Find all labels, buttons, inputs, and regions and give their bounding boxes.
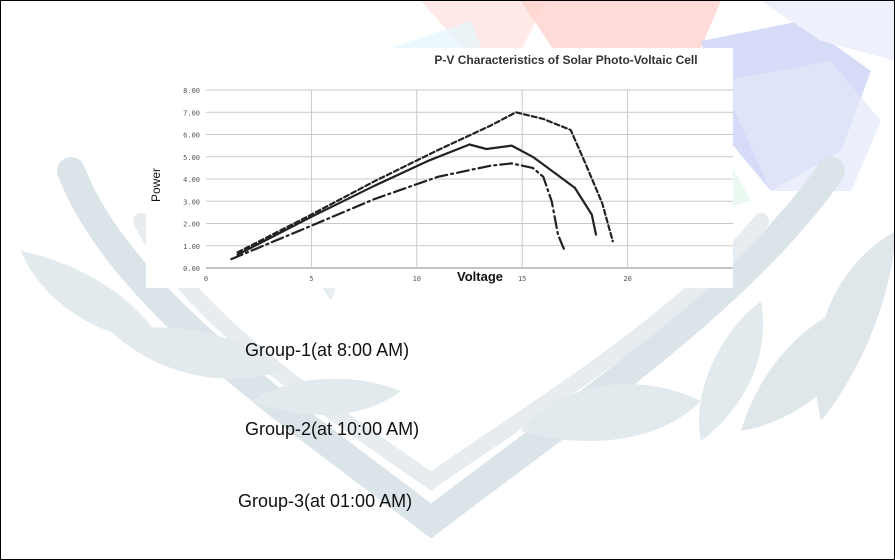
y-tick-label: 8.00 bbox=[183, 87, 200, 95]
y-tick-label: 6.00 bbox=[183, 132, 200, 140]
legend-group3-label: Group-3(at 01:00 AM) bbox=[238, 491, 413, 511]
series-line-2 bbox=[236, 111, 614, 254]
x-tick-label: 10 bbox=[413, 275, 421, 283]
series-line-3 bbox=[230, 162, 566, 261]
series-line-1 bbox=[236, 143, 598, 256]
y-tick-label: 7.00 bbox=[183, 109, 200, 117]
x-tick-label: 5 bbox=[309, 275, 313, 283]
y-axis-label: Power bbox=[149, 168, 163, 202]
x-tick-label: 20 bbox=[623, 275, 631, 283]
y-tick-label: 4.00 bbox=[183, 176, 200, 184]
x-tick-label: 0 bbox=[204, 275, 208, 283]
x-axis-label: Voltage bbox=[457, 269, 503, 284]
chart-title: P-V Characteristics of Solar Photo-Volta… bbox=[434, 53, 697, 67]
y-tick-label: 0.00 bbox=[183, 265, 200, 273]
pv-chart: P-V Characteristics of Solar Photo-Volta… bbox=[149, 53, 733, 284]
legend-group1-label: Group-1(at 8:00 AM) bbox=[245, 340, 410, 360]
chart-image: P-V Characteristics of Solar Photo-Volta… bbox=[146, 48, 733, 288]
y-tick-label: 1.00 bbox=[183, 243, 200, 251]
legend-group2-label: Group-2(at 10:00 AM) bbox=[245, 419, 420, 439]
y-tick-label: 3.00 bbox=[183, 198, 200, 206]
x-tick-label: 15 bbox=[518, 275, 526, 283]
y-tick-label: 2.00 bbox=[183, 221, 200, 229]
y-tick-label: 5.00 bbox=[183, 154, 200, 162]
